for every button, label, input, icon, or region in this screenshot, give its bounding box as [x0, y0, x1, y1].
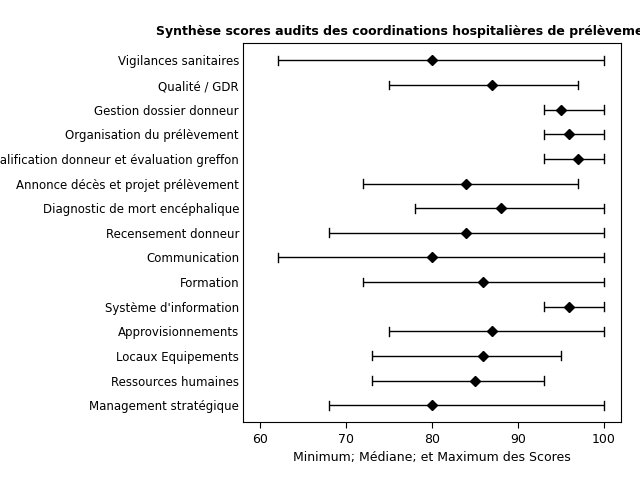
- Title: Synthèse scores audits des coordinations hospitalières de prélèvement - 2010: Synthèse scores audits des coordinations…: [156, 25, 640, 38]
- X-axis label: Minimum; Médiane; et Maximum des Scores: Minimum; Médiane; et Maximum des Scores: [293, 451, 571, 464]
